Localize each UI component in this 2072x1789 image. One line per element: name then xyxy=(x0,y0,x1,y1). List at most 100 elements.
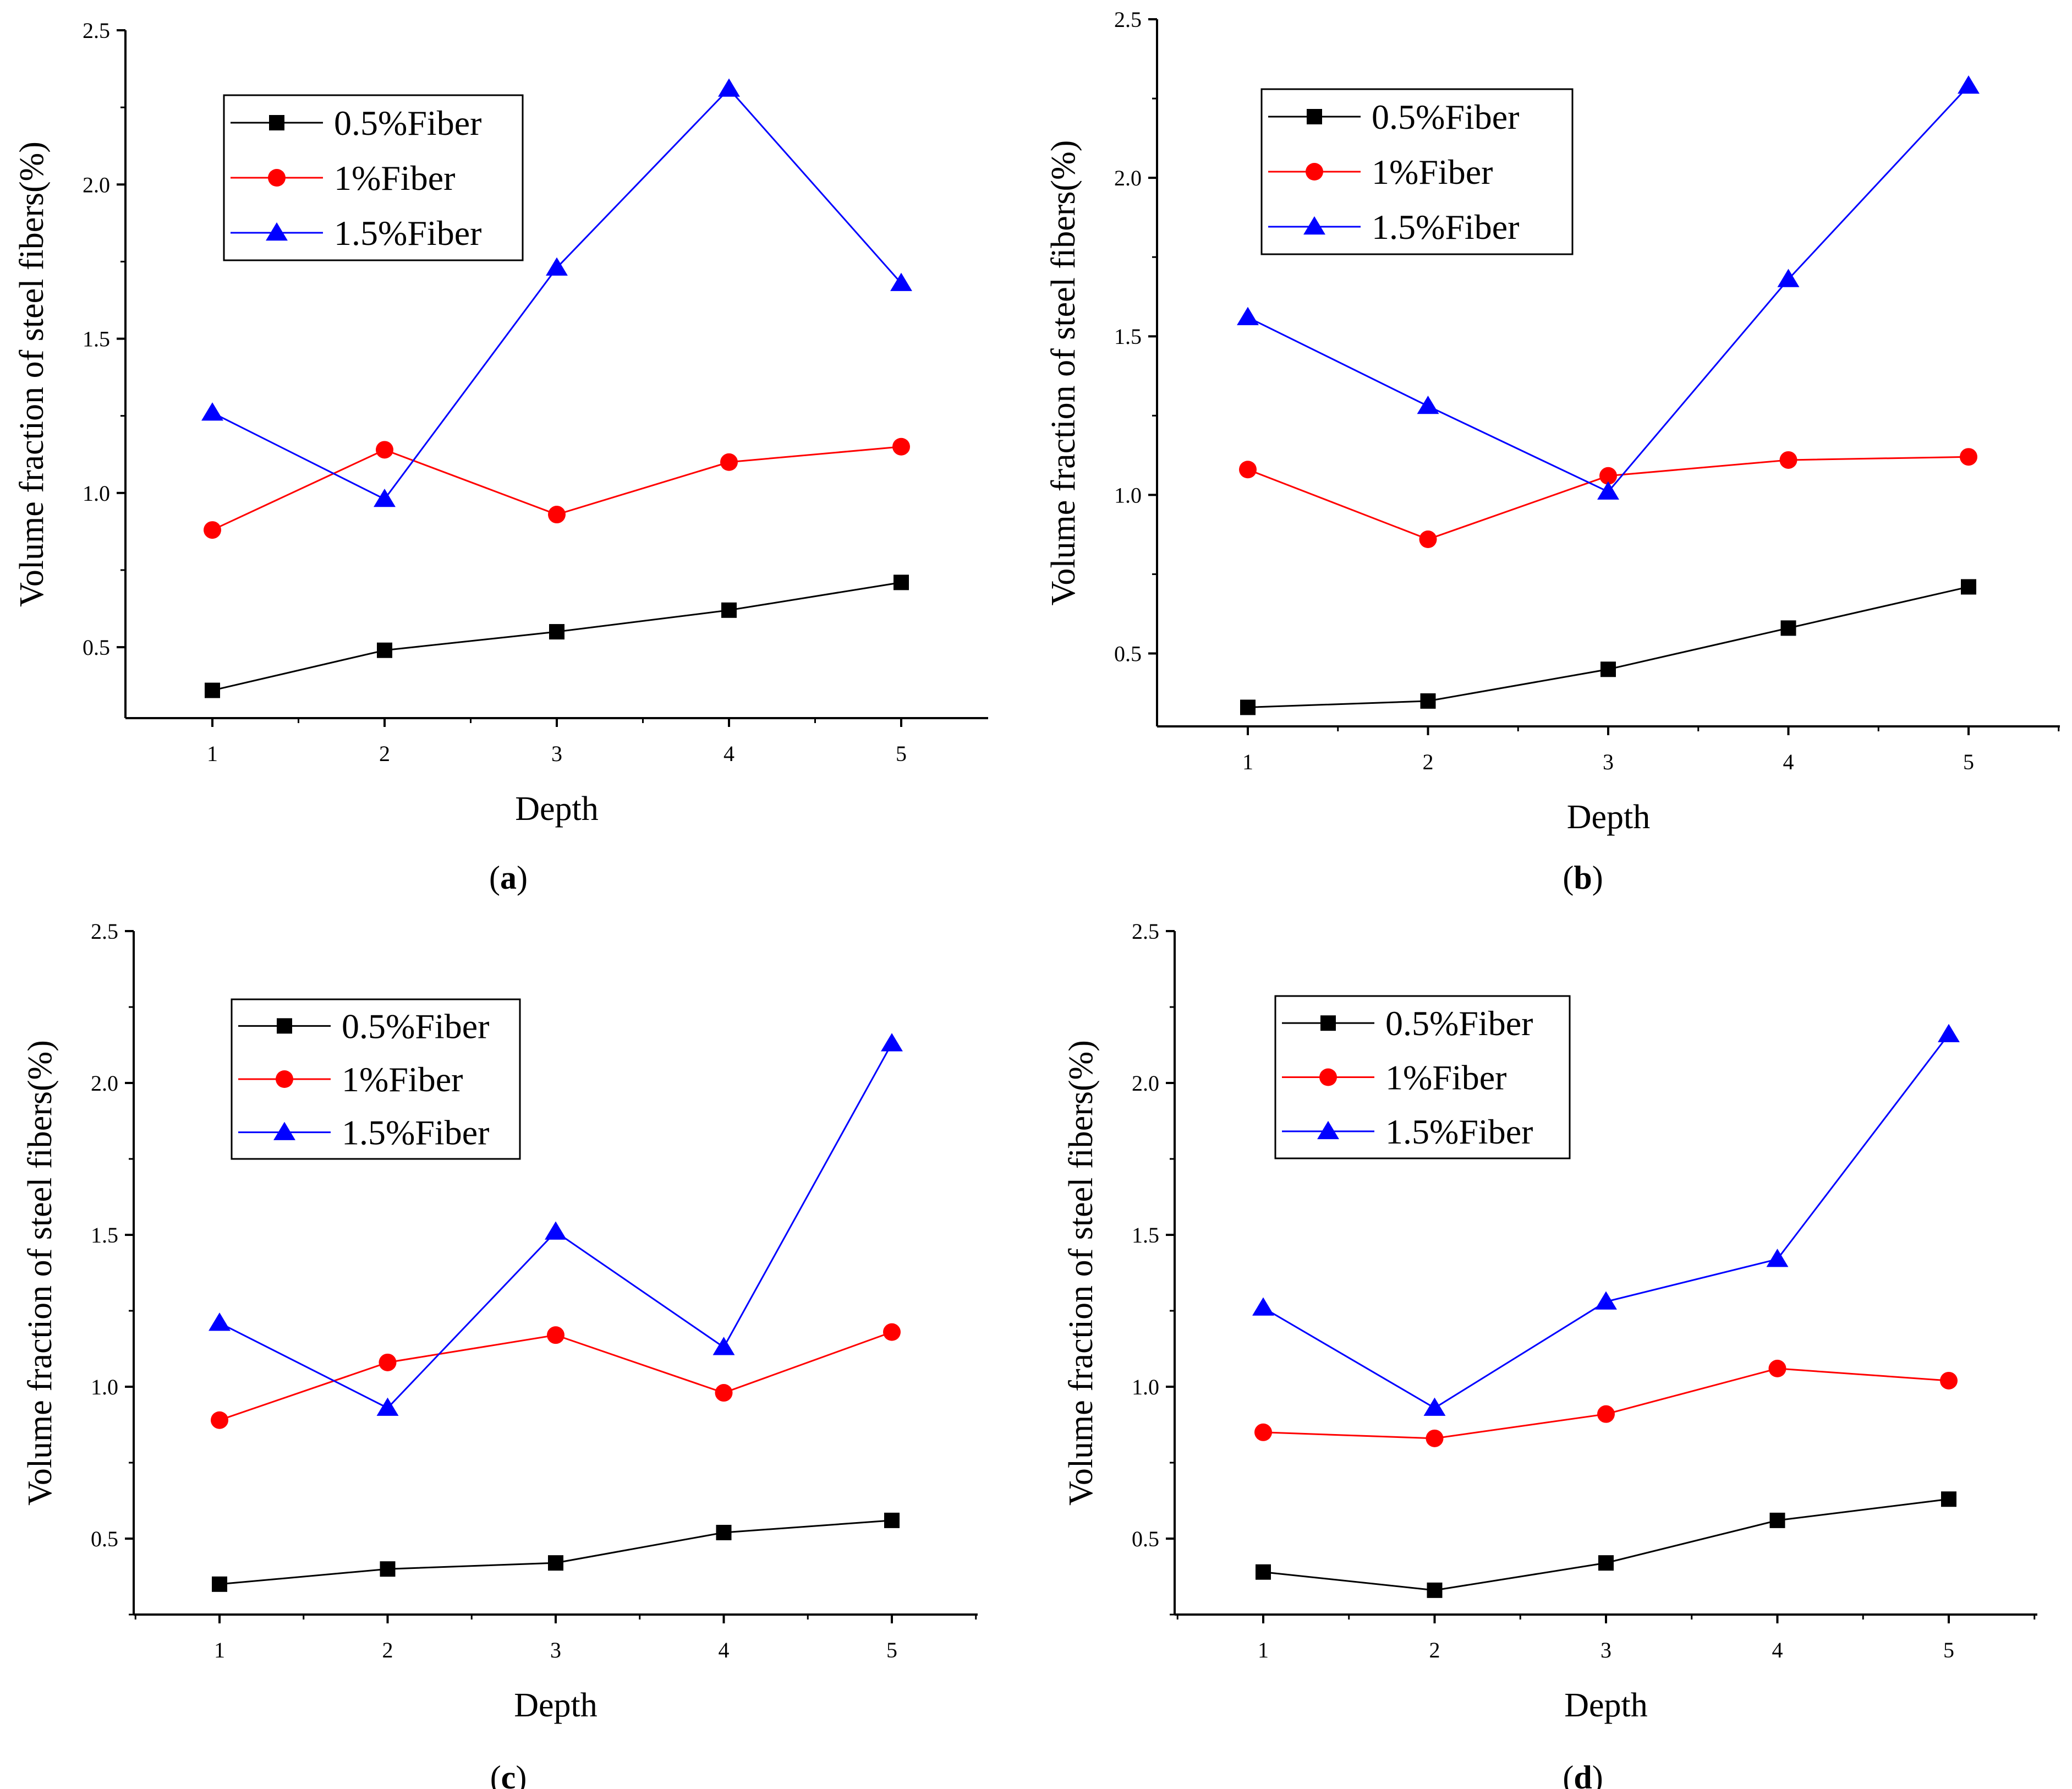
legend-marker xyxy=(1320,1015,1336,1031)
legend-marker xyxy=(1306,163,1323,180)
y-tick-label: 1.0 xyxy=(91,1375,118,1399)
data-point xyxy=(549,624,564,640)
x-tick-label: 3 xyxy=(1603,749,1614,774)
x-tick-label: 4 xyxy=(1783,749,1794,774)
data-point xyxy=(1961,579,1976,595)
x-tick-label: 4 xyxy=(719,1638,730,1662)
legend-label: 1%Fiber xyxy=(342,1060,463,1099)
data-point xyxy=(1597,481,1619,500)
panel-label-letter: a xyxy=(500,860,517,896)
legend-label: 1.5%Fiber xyxy=(1372,207,1519,247)
y-tick-label: 1.0 xyxy=(83,481,110,506)
y-tick-label: 2.5 xyxy=(83,18,110,43)
data-point xyxy=(1426,1429,1444,1447)
y-tick-label: 1.5 xyxy=(1114,324,1142,349)
legend-label: 1%Fiber xyxy=(334,158,455,198)
data-point xyxy=(546,257,568,276)
x-tick-label: 5 xyxy=(1943,1638,1954,1662)
legend-label: 1%Fiber xyxy=(1372,152,1493,192)
legend-marker xyxy=(1307,109,1322,124)
panel-label-letter: b xyxy=(1574,860,1592,896)
data-point xyxy=(1940,1371,1958,1389)
panel-label: (c) xyxy=(490,1759,527,1789)
data-point xyxy=(1423,1397,1446,1416)
data-point xyxy=(1768,1359,1786,1377)
data-point xyxy=(1958,75,1980,94)
panel-label: (b) xyxy=(1563,860,1603,896)
data-point xyxy=(884,1512,900,1528)
data-point xyxy=(721,602,737,618)
y-tick-label: 1.0 xyxy=(1132,1375,1159,1399)
x-tick-label: 3 xyxy=(550,1638,561,1662)
data-point xyxy=(892,437,910,456)
x-tick-label: 5 xyxy=(1963,749,1974,774)
x-tick-label: 3 xyxy=(1600,1638,1611,1662)
data-point xyxy=(881,1033,903,1052)
y-tick-label: 1.5 xyxy=(83,327,110,352)
x-tick-label: 4 xyxy=(723,741,734,766)
y-tick-label: 2.0 xyxy=(91,1071,118,1096)
data-point xyxy=(1600,661,1616,677)
legend-label: 1.5%Fiber xyxy=(1385,1112,1533,1151)
series-line-2 xyxy=(219,1331,892,1421)
data-point xyxy=(1941,1491,1956,1507)
y-tick-label: 0.5 xyxy=(1114,641,1142,666)
data-point xyxy=(1595,1291,1617,1310)
y-tick-label: 2.5 xyxy=(91,919,118,944)
data-point xyxy=(376,441,393,459)
legend-label: 0.5%Fiber xyxy=(1385,1004,1533,1043)
data-point xyxy=(1960,448,1977,466)
data-point xyxy=(718,78,740,97)
data-point xyxy=(1597,1405,1615,1423)
y-axis-title: Volume fraction of steel fibers(%) xyxy=(21,1040,59,1506)
data-point xyxy=(1769,1512,1785,1528)
panel-label: (a) xyxy=(489,860,528,896)
chart-panel-a: 0.5 1.0 1.5 2.0 2.5 1 2 3 4 5 Depth Volume fraction… xyxy=(13,18,988,896)
y-tick-label: 1.0 xyxy=(1114,483,1142,507)
legend-marker xyxy=(1317,1120,1339,1140)
x-tick-label: 3 xyxy=(551,741,562,766)
y-tick-label: 0.5 xyxy=(1132,1527,1159,1551)
panel-label: (d) xyxy=(1563,1759,1603,1789)
y-tick-label: 2.5 xyxy=(1114,7,1142,32)
y-tick-label: 2.5 xyxy=(1132,919,1159,944)
y-axis-title: Volume fraction of steel fibers(%) xyxy=(1062,1040,1100,1506)
data-point xyxy=(715,1384,733,1402)
data-point xyxy=(1240,699,1256,715)
data-point xyxy=(545,1221,567,1240)
series-line-1 xyxy=(1263,1498,1949,1591)
x-tick-label: 1 xyxy=(1258,1638,1269,1662)
y-tick-label: 0.5 xyxy=(91,1527,118,1551)
chart-panel-b: 0.5 1.0 1.5 2.0 2.5 1 2 3 4 5 Depth Volume fraction… xyxy=(1045,7,2060,896)
legend: 0.5%Fiber 1%Fiber 1.5%Fiber xyxy=(231,998,521,1160)
panel-label-letter: c xyxy=(501,1759,516,1789)
x-tick-label: 2 xyxy=(382,1638,393,1662)
data-point xyxy=(1780,620,1796,636)
data-point xyxy=(547,1326,564,1344)
legend-label: 1.5%Fiber xyxy=(334,214,481,253)
series-line-1 xyxy=(1247,586,1969,708)
legend-label: 0.5%Fiber xyxy=(342,1006,489,1046)
legend-marker xyxy=(276,1070,293,1088)
y-tick-label: 2.0 xyxy=(1132,1071,1159,1096)
data-point xyxy=(1779,451,1797,469)
data-point xyxy=(712,1337,735,1355)
y-tick-label: 1.5 xyxy=(1132,1223,1159,1248)
data-point xyxy=(1598,1555,1614,1571)
legend: 0.5%Fiber 1%Fiber 1.5%Fiber xyxy=(1274,995,1571,1159)
y-tick-label: 1.5 xyxy=(91,1223,118,1248)
y-tick-label: 2.0 xyxy=(83,172,110,197)
data-point xyxy=(380,1561,396,1577)
chart-panel-d: 0.5 1.0 1.5 2.0 2.5 1 2 3 4 5 Depth Volume fraction… xyxy=(1062,919,2037,1789)
x-tick-label: 5 xyxy=(886,1638,897,1662)
data-point xyxy=(1427,1582,1443,1598)
data-point xyxy=(211,1411,228,1429)
x-axis-title: Depth xyxy=(1564,1687,1648,1724)
x-tick-label: 5 xyxy=(896,741,907,766)
y-tick-label: 0.5 xyxy=(83,635,110,660)
data-point xyxy=(1237,307,1259,325)
y-tick-label: 2.0 xyxy=(1114,166,1142,190)
data-point xyxy=(890,272,912,291)
data-point xyxy=(374,489,396,507)
legend-label: 1%Fiber xyxy=(1385,1058,1506,1097)
